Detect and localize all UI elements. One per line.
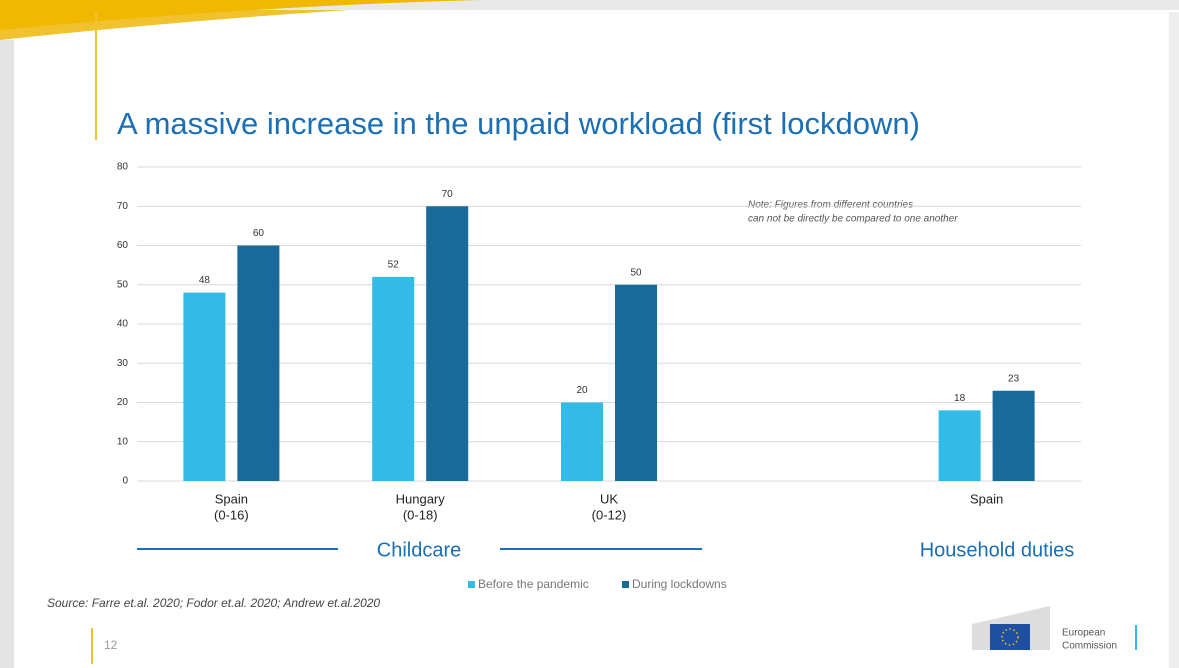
legend-label: During lockdowns <box>632 577 727 591</box>
y-tick-label: 0 <box>122 476 128 487</box>
accent-line <box>91 628 93 664</box>
x-tick-label: Hungary <box>396 491 446 506</box>
left-border <box>0 40 14 668</box>
x-tick-sublabel: (0-18) <box>403 507 438 522</box>
value-label: 48 <box>199 275 211 286</box>
y-tick-label: 70 <box>117 201 129 212</box>
y-tick-label: 50 <box>117 279 129 290</box>
note: can not be directly be compared to one a… <box>748 214 958 225</box>
source: Source: Farre et.al. 2020; Fodor et.al. … <box>47 596 380 610</box>
accent-line <box>95 12 97 140</box>
x-tick-sublabel: (0-12) <box>592 507 627 522</box>
bar <box>561 402 603 481</box>
value-label: 18 <box>954 393 966 404</box>
y-tick-label: 20 <box>117 397 129 408</box>
legend-label: Before the pandemic <box>478 577 589 591</box>
y-tick-label: 30 <box>117 358 129 369</box>
y-tick-label: 80 <box>117 162 129 173</box>
value-label: 50 <box>630 267 642 278</box>
logo-text: Commission <box>1062 641 1117 652</box>
value-label: 52 <box>388 260 400 271</box>
logo-bar <box>1135 625 1137 650</box>
bar <box>237 245 280 481</box>
logo-text: European <box>1062 628 1105 639</box>
bar <box>372 276 415 481</box>
bar <box>938 410 981 481</box>
group-label: Household duties <box>920 539 1075 561</box>
value-label: 20 <box>576 385 588 396</box>
bar <box>426 206 469 481</box>
bar <box>183 292 226 481</box>
value-label: 60 <box>253 228 265 239</box>
x-tick-sublabel: (0-16) <box>214 507 249 522</box>
y-tick-label: 10 <box>117 436 129 447</box>
bar <box>992 390 1035 481</box>
y-tick-label: 60 <box>117 240 129 251</box>
x-tick-label: Spain <box>215 491 248 506</box>
x-tick-label: Spain <box>970 491 1003 506</box>
x-tick-label: UK <box>600 491 618 506</box>
right-border <box>1169 12 1179 668</box>
legend-swatch <box>622 581 629 588</box>
page-number: 12 <box>104 638 118 652</box>
logo-stars <box>1001 628 1019 646</box>
y-tick-label: 40 <box>117 319 129 330</box>
bar <box>615 284 657 481</box>
legend-swatch <box>468 581 475 588</box>
top-border <box>0 0 1179 10</box>
value-label: 23 <box>1008 373 1020 384</box>
title: A massive increase in the unpaid workloa… <box>117 106 920 141</box>
note: Note: Figures from different countries <box>748 200 913 211</box>
decoration <box>0 0 480 30</box>
value-label: 70 <box>442 189 454 200</box>
logo: European Commission <box>972 606 1137 652</box>
logo-flag <box>990 624 1030 650</box>
group-label: Childcare <box>377 539 461 561</box>
